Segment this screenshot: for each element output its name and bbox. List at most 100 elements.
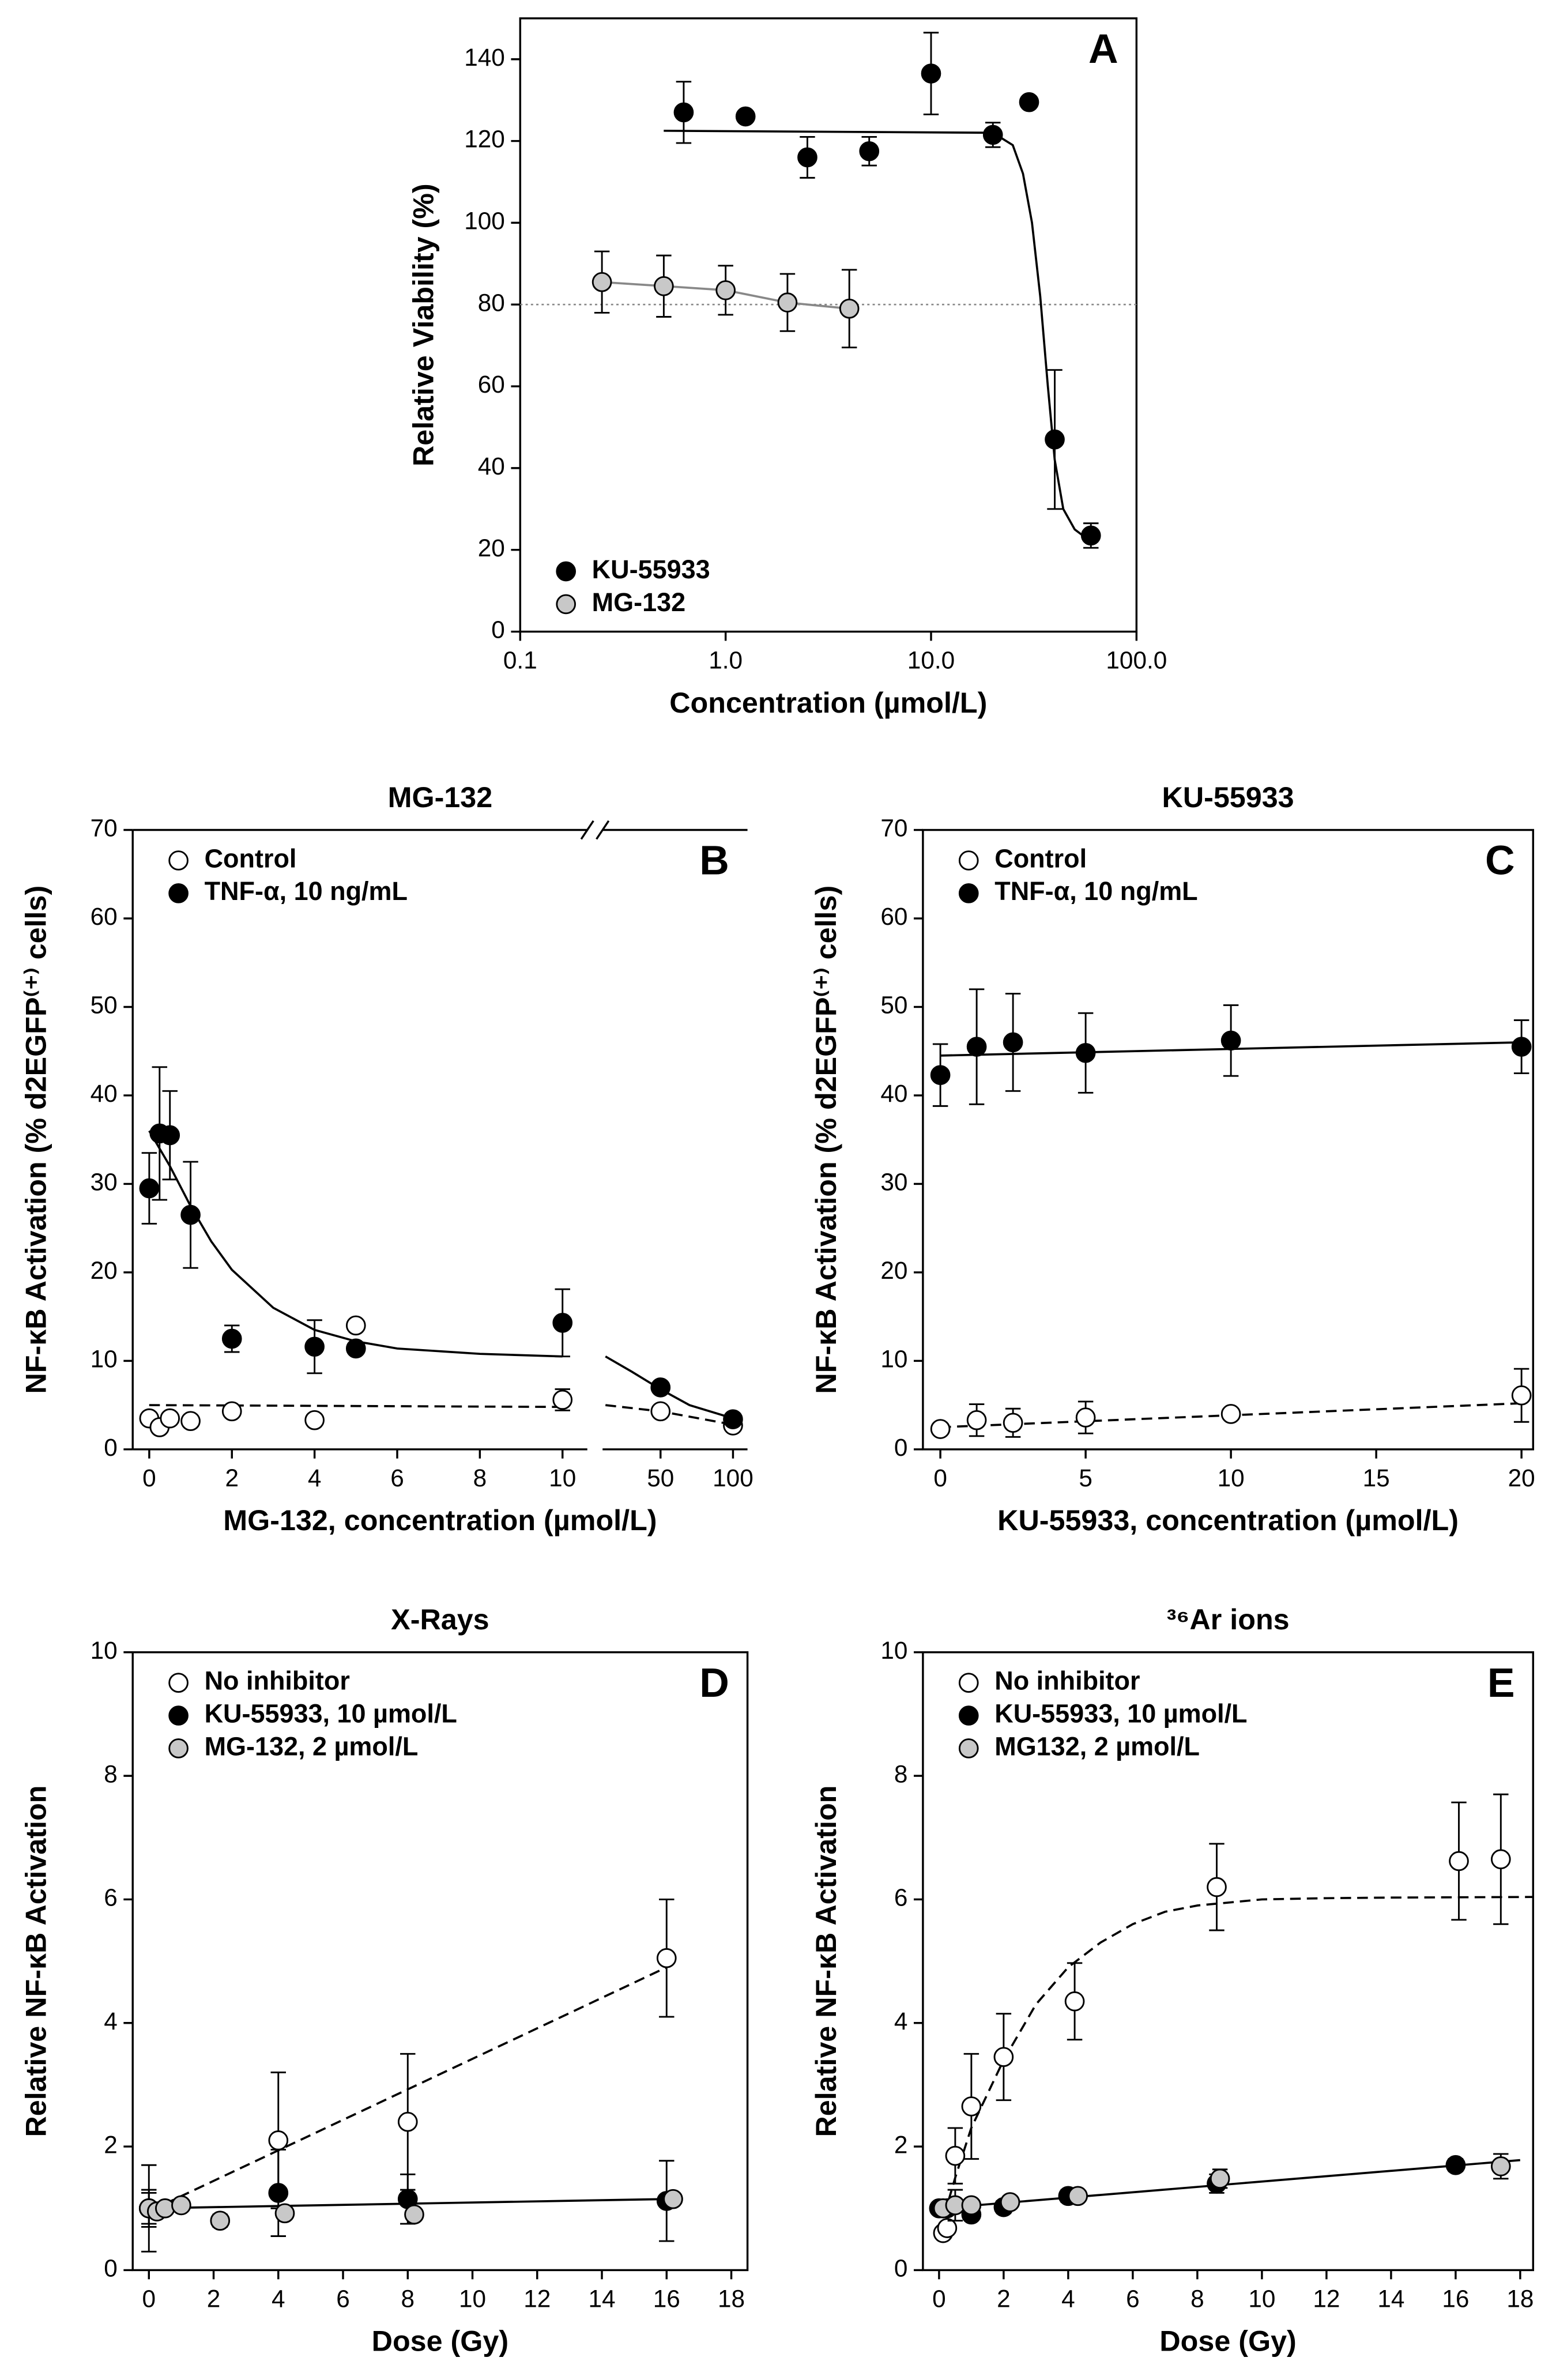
x-tick-label: 0 <box>932 2285 946 2313</box>
chart-title: ³⁶Ar ions <box>1167 1603 1290 1636</box>
data-point <box>268 2130 289 2151</box>
x-tick-label: 18 <box>718 2285 745 2313</box>
data-point <box>180 1411 201 1432</box>
data-point <box>1511 1037 1532 1057</box>
x-tick-label: 0.1 <box>503 647 537 674</box>
plot-frame <box>922 1651 1535 2272</box>
data-point <box>966 1410 987 1430</box>
x-tick-label: 6 <box>390 1464 404 1492</box>
x-axis-label: MG-132, concentration (µmol/L) <box>223 1504 657 1537</box>
legend-marker <box>556 594 577 615</box>
y-axis-label: Relative NF-κB Activation <box>19 1786 52 2137</box>
data-point <box>274 2203 295 2224</box>
panel-label: E <box>1487 1660 1515 1706</box>
legend-label: TNF-α, 10 ng/mL <box>205 876 408 906</box>
x-tick-label: 0 <box>142 2285 156 2313</box>
y-tick-label: 70 <box>91 815 118 842</box>
y-tick-label: 120 <box>464 126 505 153</box>
data-point <box>777 292 798 313</box>
data-point <box>1003 1032 1023 1053</box>
data-point <box>1220 1030 1241 1051</box>
y-tick-label: 40 <box>91 1080 118 1107</box>
legend-label: TNF-α, 10 ng/mL <box>994 876 1197 906</box>
x-tick-label: 14 <box>1377 2285 1404 2313</box>
data-point <box>160 1408 180 1429</box>
data-point <box>1449 1851 1469 1871</box>
data-point <box>404 2204 424 2225</box>
data-point <box>993 2047 1014 2068</box>
data-point <box>304 1336 325 1357</box>
y-tick-label: 60 <box>880 903 907 930</box>
data-point <box>139 1178 160 1199</box>
panel-label: B <box>699 838 729 884</box>
data-point <box>937 2218 958 2238</box>
x-tick-label: 10 <box>1218 1464 1245 1492</box>
y-tick-label: 0 <box>104 2255 118 2282</box>
y-tick-label: 0 <box>894 1434 908 1461</box>
legend-marker <box>556 561 577 582</box>
x-tick-label: 2 <box>207 2285 221 2313</box>
y-tick-label: 8 <box>104 1760 118 1787</box>
data-point <box>930 1065 951 1085</box>
chart-title: X-Rays <box>391 1603 489 1636</box>
data-point <box>171 2195 191 2216</box>
y-axis-label: NF-κB Activation (% d2EGFP⁽⁺⁾ cells) <box>809 886 842 1394</box>
y-tick-label: 80 <box>478 289 505 316</box>
legend-label: KU-55933, 10 µmol/L <box>994 1699 1247 1728</box>
x-tick-label: 4 <box>1061 2285 1075 2313</box>
plot-frame <box>922 829 1535 1451</box>
data-point <box>160 1125 180 1146</box>
data-point <box>1019 92 1039 112</box>
data-point <box>1490 2156 1511 2176</box>
data-point <box>304 1410 325 1430</box>
data-point <box>1490 1849 1511 1870</box>
data-point <box>961 2096 982 2117</box>
legend-marker <box>958 1705 979 1726</box>
x-axis-label: Dose (Gy) <box>1159 2325 1296 2358</box>
panel-label: D <box>699 1660 729 1706</box>
y-tick-label: 2 <box>104 2131 118 2158</box>
data-point <box>1003 1413 1023 1433</box>
data-point <box>797 147 817 168</box>
y-tick-label: 20 <box>478 534 505 562</box>
data-point <box>1445 2155 1466 2175</box>
x-tick-label: 10 <box>549 1464 576 1492</box>
data-point <box>673 102 694 123</box>
panel: 0 2 4 6 8 10 12 14 16 18 0 2 4 6 8 10 Dose (Gy) Relative … <box>19 1603 749 2358</box>
data-point <box>1068 2186 1088 2206</box>
legend-label: Control <box>994 843 1087 873</box>
legend-marker <box>958 883 979 903</box>
x-axis-label: KU-55933, concentration (µmol/L) <box>997 1504 1459 1537</box>
x-tick-label: 100.0 <box>1106 647 1167 674</box>
y-tick-label: 4 <box>894 2008 908 2035</box>
data-point <box>839 298 860 319</box>
x-tick-label: 6 <box>1126 2285 1140 2313</box>
data-point <box>961 2195 982 2216</box>
x-tick-label: 5 <box>1079 1464 1092 1492</box>
x-tick-label: 4 <box>272 2285 285 2313</box>
panel: 0 2 4 6 8 10 12 14 16 18 0 2 4 6 8 10 Dose (Gy) Relative … <box>809 1603 1535 2358</box>
x-tick-label: 14 <box>588 2285 615 2313</box>
x-tick-label: 18 <box>1506 2285 1534 2313</box>
data-point <box>715 280 736 300</box>
panel-label: C <box>1485 838 1515 884</box>
data-point <box>1075 1042 1096 1063</box>
data-point <box>1210 2168 1230 2189</box>
y-tick-label: 20 <box>880 1257 907 1284</box>
x-tick-label: 6 <box>336 2285 350 2313</box>
legend-marker <box>168 883 189 903</box>
data-point <box>735 106 756 127</box>
axis-break <box>596 820 610 840</box>
x-tick-label: 15 <box>1363 1464 1390 1492</box>
data-point <box>552 1313 573 1333</box>
legend-marker <box>958 1738 979 1758</box>
legend-marker <box>168 1705 189 1726</box>
data-point <box>654 276 674 296</box>
y-tick-label: 50 <box>880 992 907 1019</box>
data-point <box>650 1401 671 1422</box>
data-point <box>345 1338 366 1359</box>
y-tick-label: 0 <box>894 2255 908 2282</box>
data-point <box>1045 429 1065 450</box>
data-point <box>650 1377 671 1398</box>
x-tick-label: 0 <box>933 1464 947 1492</box>
